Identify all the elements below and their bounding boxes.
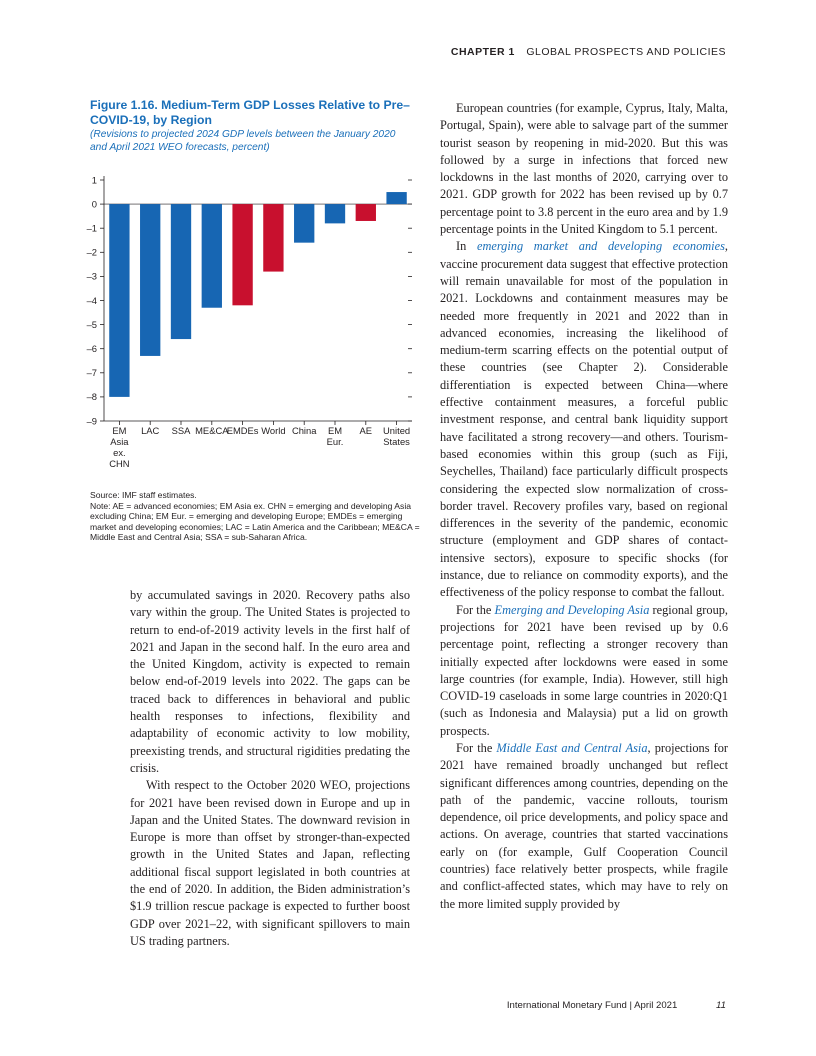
publication-label: International Monetary Fund | April 2021 [506,1000,678,1011]
bar [140,204,161,356]
y-tick-label: –5 [87,319,97,330]
section-link[interactable]: Middle East and Central Asia [496,740,648,755]
y-tick-label: –3 [87,271,97,282]
bar [170,204,192,340]
bar [201,204,222,308]
x-tick-label: ME&CA [195,425,229,436]
x-tick-label: EM Eur. [327,425,344,447]
bar [263,204,284,272]
x-tick-label: SSA [172,425,192,436]
figure-note: Note: AE = advanced economies; EM Asia e… [90,500,420,543]
paragraph: by accumulated savings in 2020. Recovery… [130,588,410,775]
x-tick-label: United States [383,425,410,447]
right-column: European countries (for example, Cyprus,… [440,100,728,913]
page-footer: International Monetary Fund | April 2021… [507,1000,726,1011]
bar [355,204,376,221]
x-tick-label: World [261,425,285,436]
y-tick-label: –7 [87,367,97,378]
bar [324,204,346,224]
paragraph: For the Emerging and Developing Asia reg… [440,602,729,738]
figure-subtitle: (Revisions to projected 2024 GDP levels … [90,129,396,153]
page-number: 11 [716,1000,726,1011]
left-column: by accumulated savings in 2020. Recovery… [130,587,410,950]
y-tick-label: –4 [87,295,97,306]
bar [109,204,130,397]
y-tick-label: –2 [87,247,97,258]
figure-notes: Source: IMF staff estimates. Note: AE = … [90,490,420,543]
paragraph: In emerging market and developing econom… [440,239,728,600]
section-link[interactable]: Emerging and Developing Asia [494,602,650,617]
figure-source: Source: IMF staff estimates. [90,490,197,500]
running-head: CHAPTER 1 GLOBAL PROSPECTS AND POLICIES [451,46,726,58]
paragraph: For the Middle East and Central Asia, pr… [440,740,728,911]
paragraph: European countries (for example, Cyprus,… [440,101,728,237]
x-tick-label: EM Asia ex. CHN [109,425,129,469]
bar [294,204,315,243]
bar [386,192,407,205]
y-tick-label: –6 [87,343,97,354]
paragraph: With respect to the October 2020 WEO, pr… [130,778,410,948]
x-tick-label: EMDEs [227,425,259,436]
x-tick-label: AE [360,425,373,436]
y-tick-label: 1 [92,174,97,185]
x-tick-label: LAC [141,425,159,436]
section-link[interactable]: emerging market and developing economies [476,239,725,254]
y-tick-label: 0 [92,198,97,209]
y-tick-label: –1 [87,223,97,234]
section-label: GLOBAL PROSPECTS AND POLICIES [526,46,726,58]
chapter-label: CHAPTER 1 [450,46,515,58]
x-tick-label: China [292,425,317,436]
figure-title: Figure 1.16. Medium-Term GDP Losses Rela… [90,98,410,127]
y-tick-label: –8 [87,391,97,402]
bar [232,204,253,306]
y-tick-label: –9 [87,415,97,426]
